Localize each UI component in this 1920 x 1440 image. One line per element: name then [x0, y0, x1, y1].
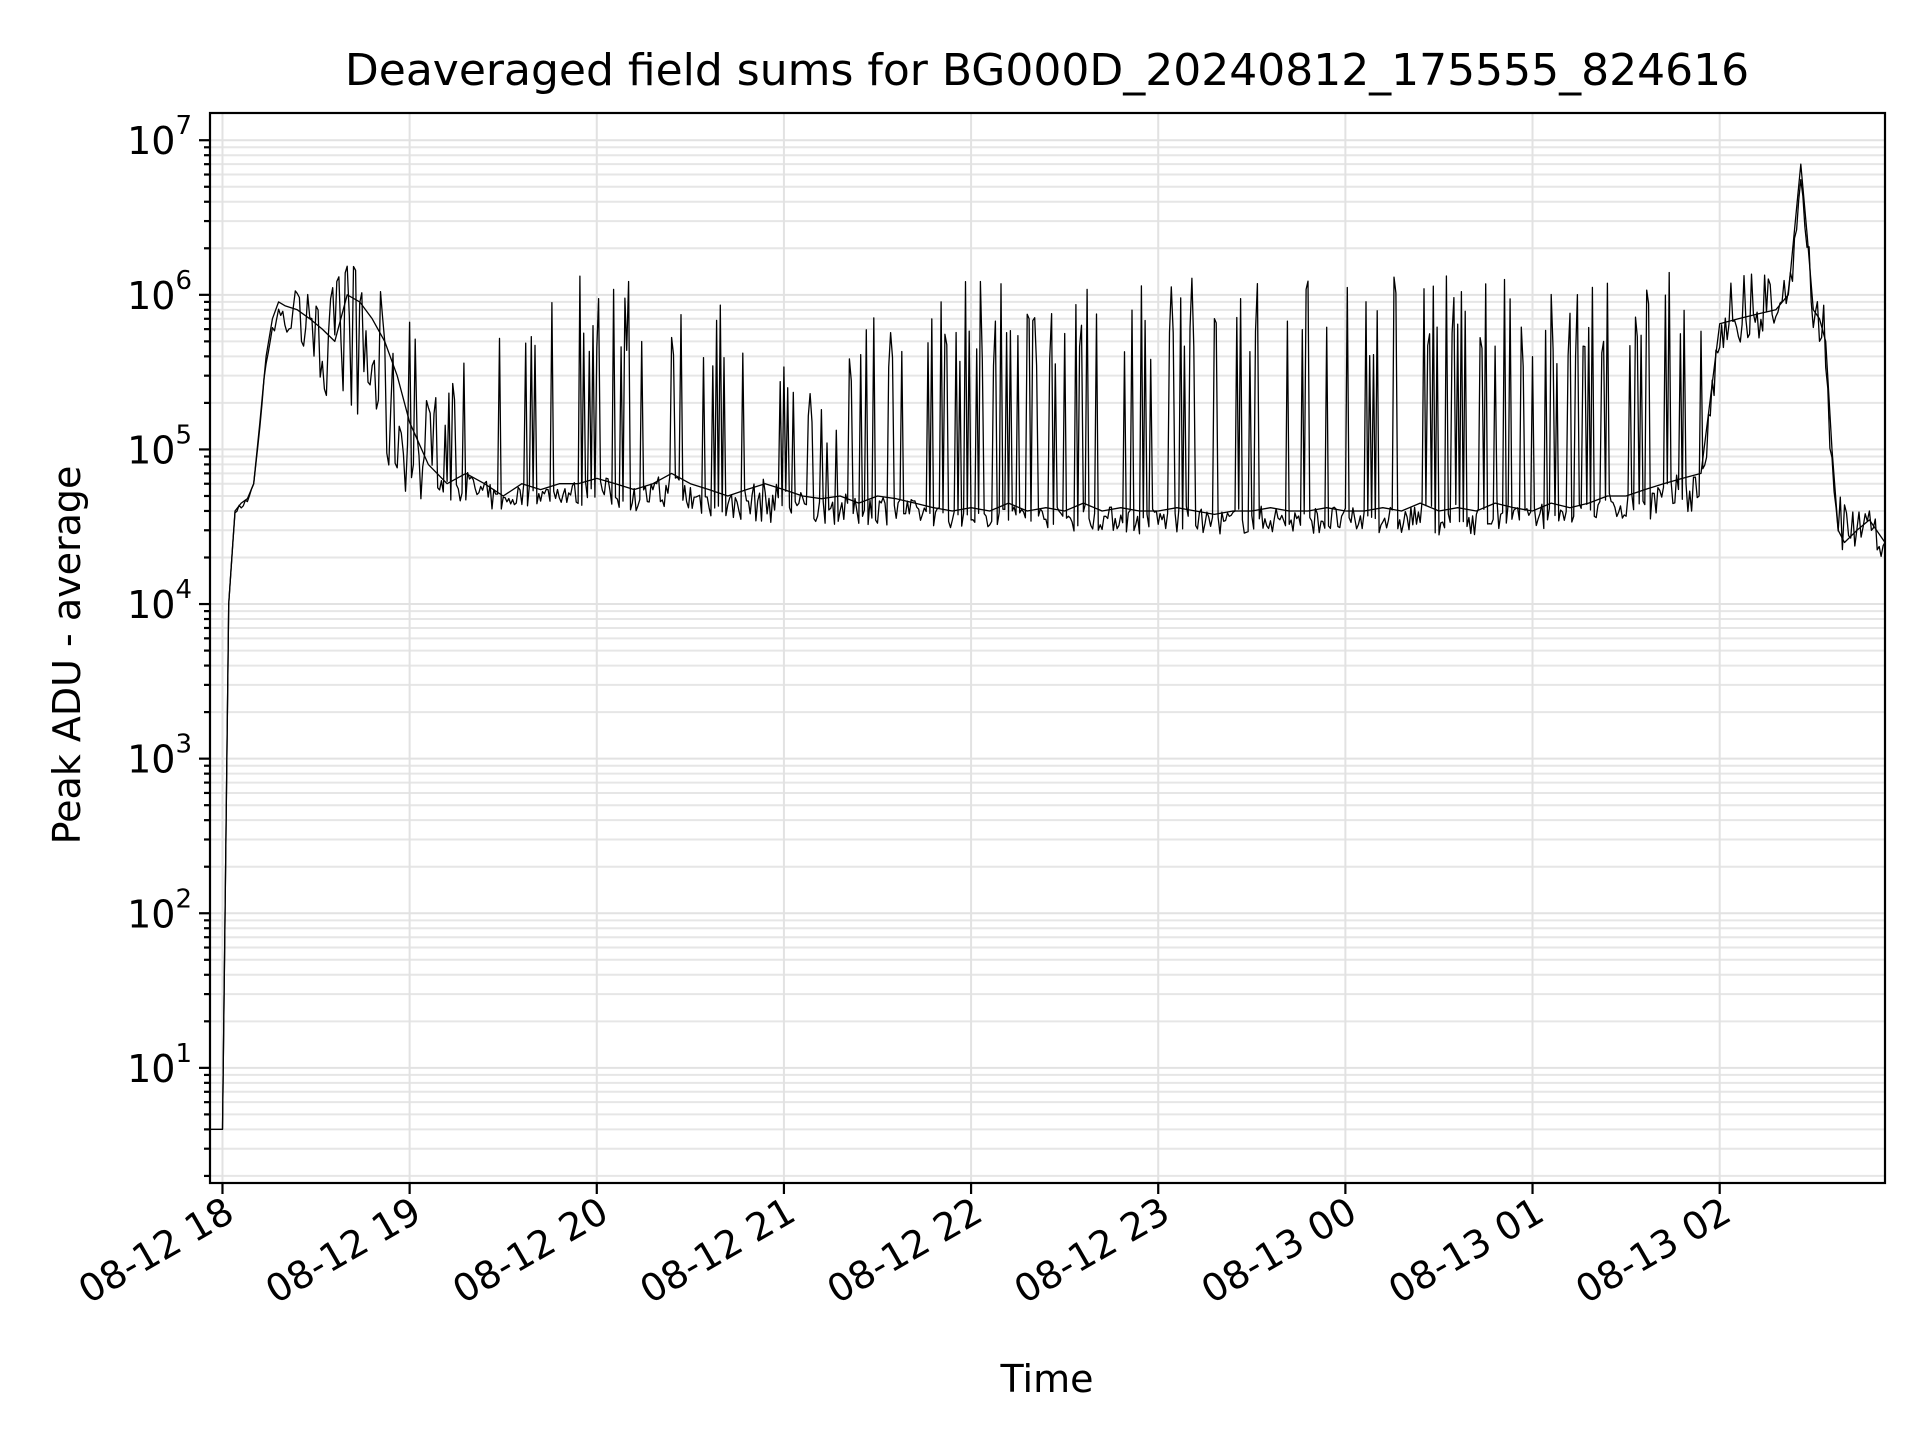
x-tick-label: 08-12 19 [258, 1189, 428, 1313]
y-tick-label: 104 [127, 575, 192, 627]
x-tick-label: 08-12 21 [632, 1189, 802, 1313]
y-tick-label: 107 [127, 111, 192, 163]
x-tick-label: 08-12 18 [71, 1189, 241, 1313]
ticks [199, 139, 1721, 1194]
plot-frame [208, 111, 1887, 1185]
series-line [210, 163, 1886, 1131]
x-tick-label: 08-12 23 [1007, 1189, 1177, 1313]
x-axis-label: Time [1000, 1357, 1094, 1401]
chart-title: Deaveraged field sums for BG000D_2024081… [345, 45, 1749, 96]
y-tick-label: 103 [127, 730, 192, 782]
y-tick-label: 101 [127, 1039, 192, 1091]
y-axis-label: Peak ADU - average [45, 466, 89, 845]
grid [210, 113, 1885, 1183]
series-layer [210, 163, 1886, 1131]
x-tick-label: 08-13 01 [1381, 1189, 1551, 1313]
y-tick-label: 106 [127, 266, 192, 318]
series-envelope [210, 179, 1886, 1131]
x-tick-label: 08-13 00 [1194, 1189, 1364, 1313]
x-tick-label: 08-12 20 [445, 1189, 615, 1313]
y-tick-label: 102 [127, 884, 192, 936]
y-tick-label: 105 [127, 420, 192, 472]
x-tick-label: 08-12 22 [820, 1189, 990, 1313]
x-tick-label: 08-13 02 [1568, 1189, 1738, 1313]
